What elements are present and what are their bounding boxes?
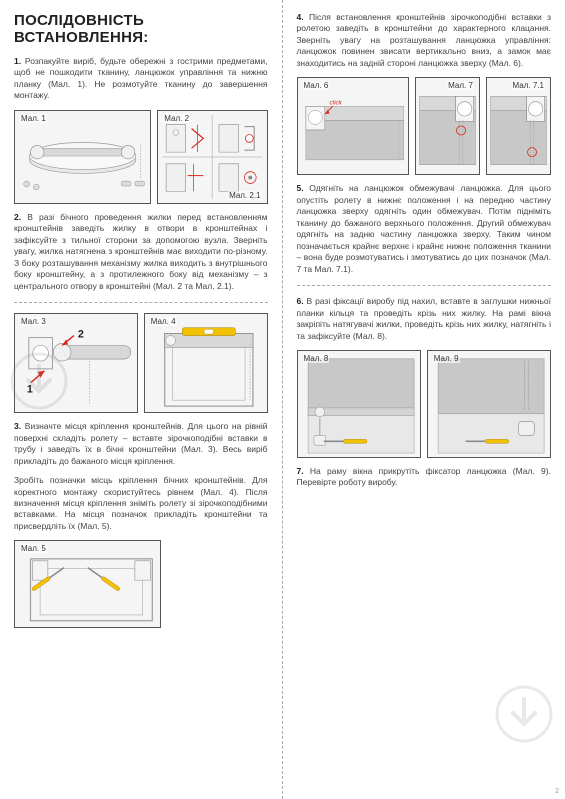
step-text-6: В разі фіксації виробу під нахил, вставт… (297, 296, 552, 340)
fig2-svg (158, 111, 266, 203)
step-text-7: На раму вікна прикрутіть фіксатор ланцюж… (297, 466, 551, 487)
divider-right (297, 285, 552, 286)
page-number: 2 (555, 788, 559, 795)
divider-left (14, 302, 268, 303)
figure-5: Мал. 5 (14, 540, 161, 628)
fig-row-4: Мал. 6 click Мал. 7 (297, 77, 552, 175)
step-text-2: В разі бічного проведення жилки перед вс… (14, 212, 268, 291)
step-num-6: 6. (297, 296, 304, 306)
step-num-1: 1. (14, 56, 21, 66)
fig9-svg (428, 351, 550, 457)
watermark-right-icon (495, 685, 553, 743)
page-title: ПОСЛІДОВНІСТЬ ВСТАНОВЛЕННЯ: (14, 12, 268, 46)
para-1: 1. Розпакуйте виріб, будьте обережні з г… (14, 56, 268, 102)
fig4-svg (145, 314, 267, 412)
para-3a: 3. Визначте місця кріплення кронштейнів.… (14, 421, 268, 467)
para-7: 7. На раму вікна прикрутіть фіксатор лан… (297, 466, 552, 489)
step-num-7: 7. (297, 466, 304, 476)
para-5: 5. Одягніть на ланцюжок обмежувачі ланцю… (297, 183, 552, 275)
left-column: ПОСЛІДОВНІСТЬ ВСТАНОВЛЕННЯ: 1. Розпакуйт… (0, 0, 283, 799)
watermark-left-icon (10, 352, 68, 410)
fig6-svg: click (298, 78, 408, 174)
step-text-4: Після встановлення кронштейнів зірочкопо… (297, 12, 552, 68)
fig-row-3: Мал. 5 (14, 540, 268, 628)
fig-row-5: Мал. 8 Мал. 9 (297, 350, 552, 458)
fig71-svg (487, 78, 550, 174)
figure-2: Мал. 2 Мал. 2.1 (157, 110, 267, 204)
figure-71: Мал. 7.1 (486, 77, 551, 175)
fig6-caption: Мал. 6 (303, 81, 330, 90)
step-num-2: 2. (14, 212, 21, 222)
para-6: 6. В разі фіксації виробу під нахил, вст… (297, 296, 552, 342)
fig8-caption: Мал. 8 (303, 354, 330, 363)
step-text-3b: Зробіть позначки місць кріплення бічних … (14, 475, 268, 531)
figure-6: Мал. 6 click (297, 77, 409, 175)
fig7-svg (416, 78, 479, 174)
fig9-caption: Мал. 9 (433, 354, 460, 363)
step-text-1: Розпакуйте виріб, будьте обережні з гост… (14, 56, 268, 100)
svg-text:2: 2 (78, 329, 84, 341)
fig21-caption: Мал. 2.1 (228, 191, 261, 200)
fig5-svg (15, 541, 160, 627)
para-3b: Зробіть позначки місць кріплення бічних … (14, 475, 268, 532)
fig-row-1: Мал. 1 М (14, 110, 268, 204)
fig5-caption: Мал. 5 (20, 544, 47, 553)
para-4: 4. Після встановлення кронштейнів зірочк… (297, 12, 552, 69)
step-text-3a: Визначте місця кріплення кронштейнів. Дл… (14, 421, 268, 465)
figure-8: Мал. 8 (297, 350, 421, 458)
figure-4: Мал. 4 (144, 313, 268, 413)
fig2-caption: Мал. 2 (163, 114, 190, 123)
fig8-svg (298, 351, 420, 457)
step-num-3: 3. (14, 421, 21, 431)
para-2: 2. В разі бічного проведення жилки перед… (14, 212, 268, 292)
step-text-5: Одягніть на ланцюжок обмежувачі ланцюжка… (297, 183, 552, 273)
figure-9: Мал. 9 (427, 350, 551, 458)
step-num-5: 5. (297, 183, 304, 193)
figure-7: Мал. 7 (415, 77, 480, 175)
fig3-caption: Мал. 3 (20, 317, 47, 326)
step-num-4: 4. (297, 12, 304, 22)
right-column: 4. Після встановлення кронштейнів зірочк… (283, 0, 565, 799)
fig4-caption: Мал. 4 (150, 317, 177, 326)
figure-1: Мал. 1 (14, 110, 151, 204)
fig71-caption: Мал. 7.1 (512, 81, 545, 90)
svg-text:click: click (329, 100, 342, 107)
fig1-svg (15, 111, 150, 203)
fig7-caption: Мал. 7 (447, 81, 474, 90)
fig1-caption: Мал. 1 (20, 114, 47, 123)
